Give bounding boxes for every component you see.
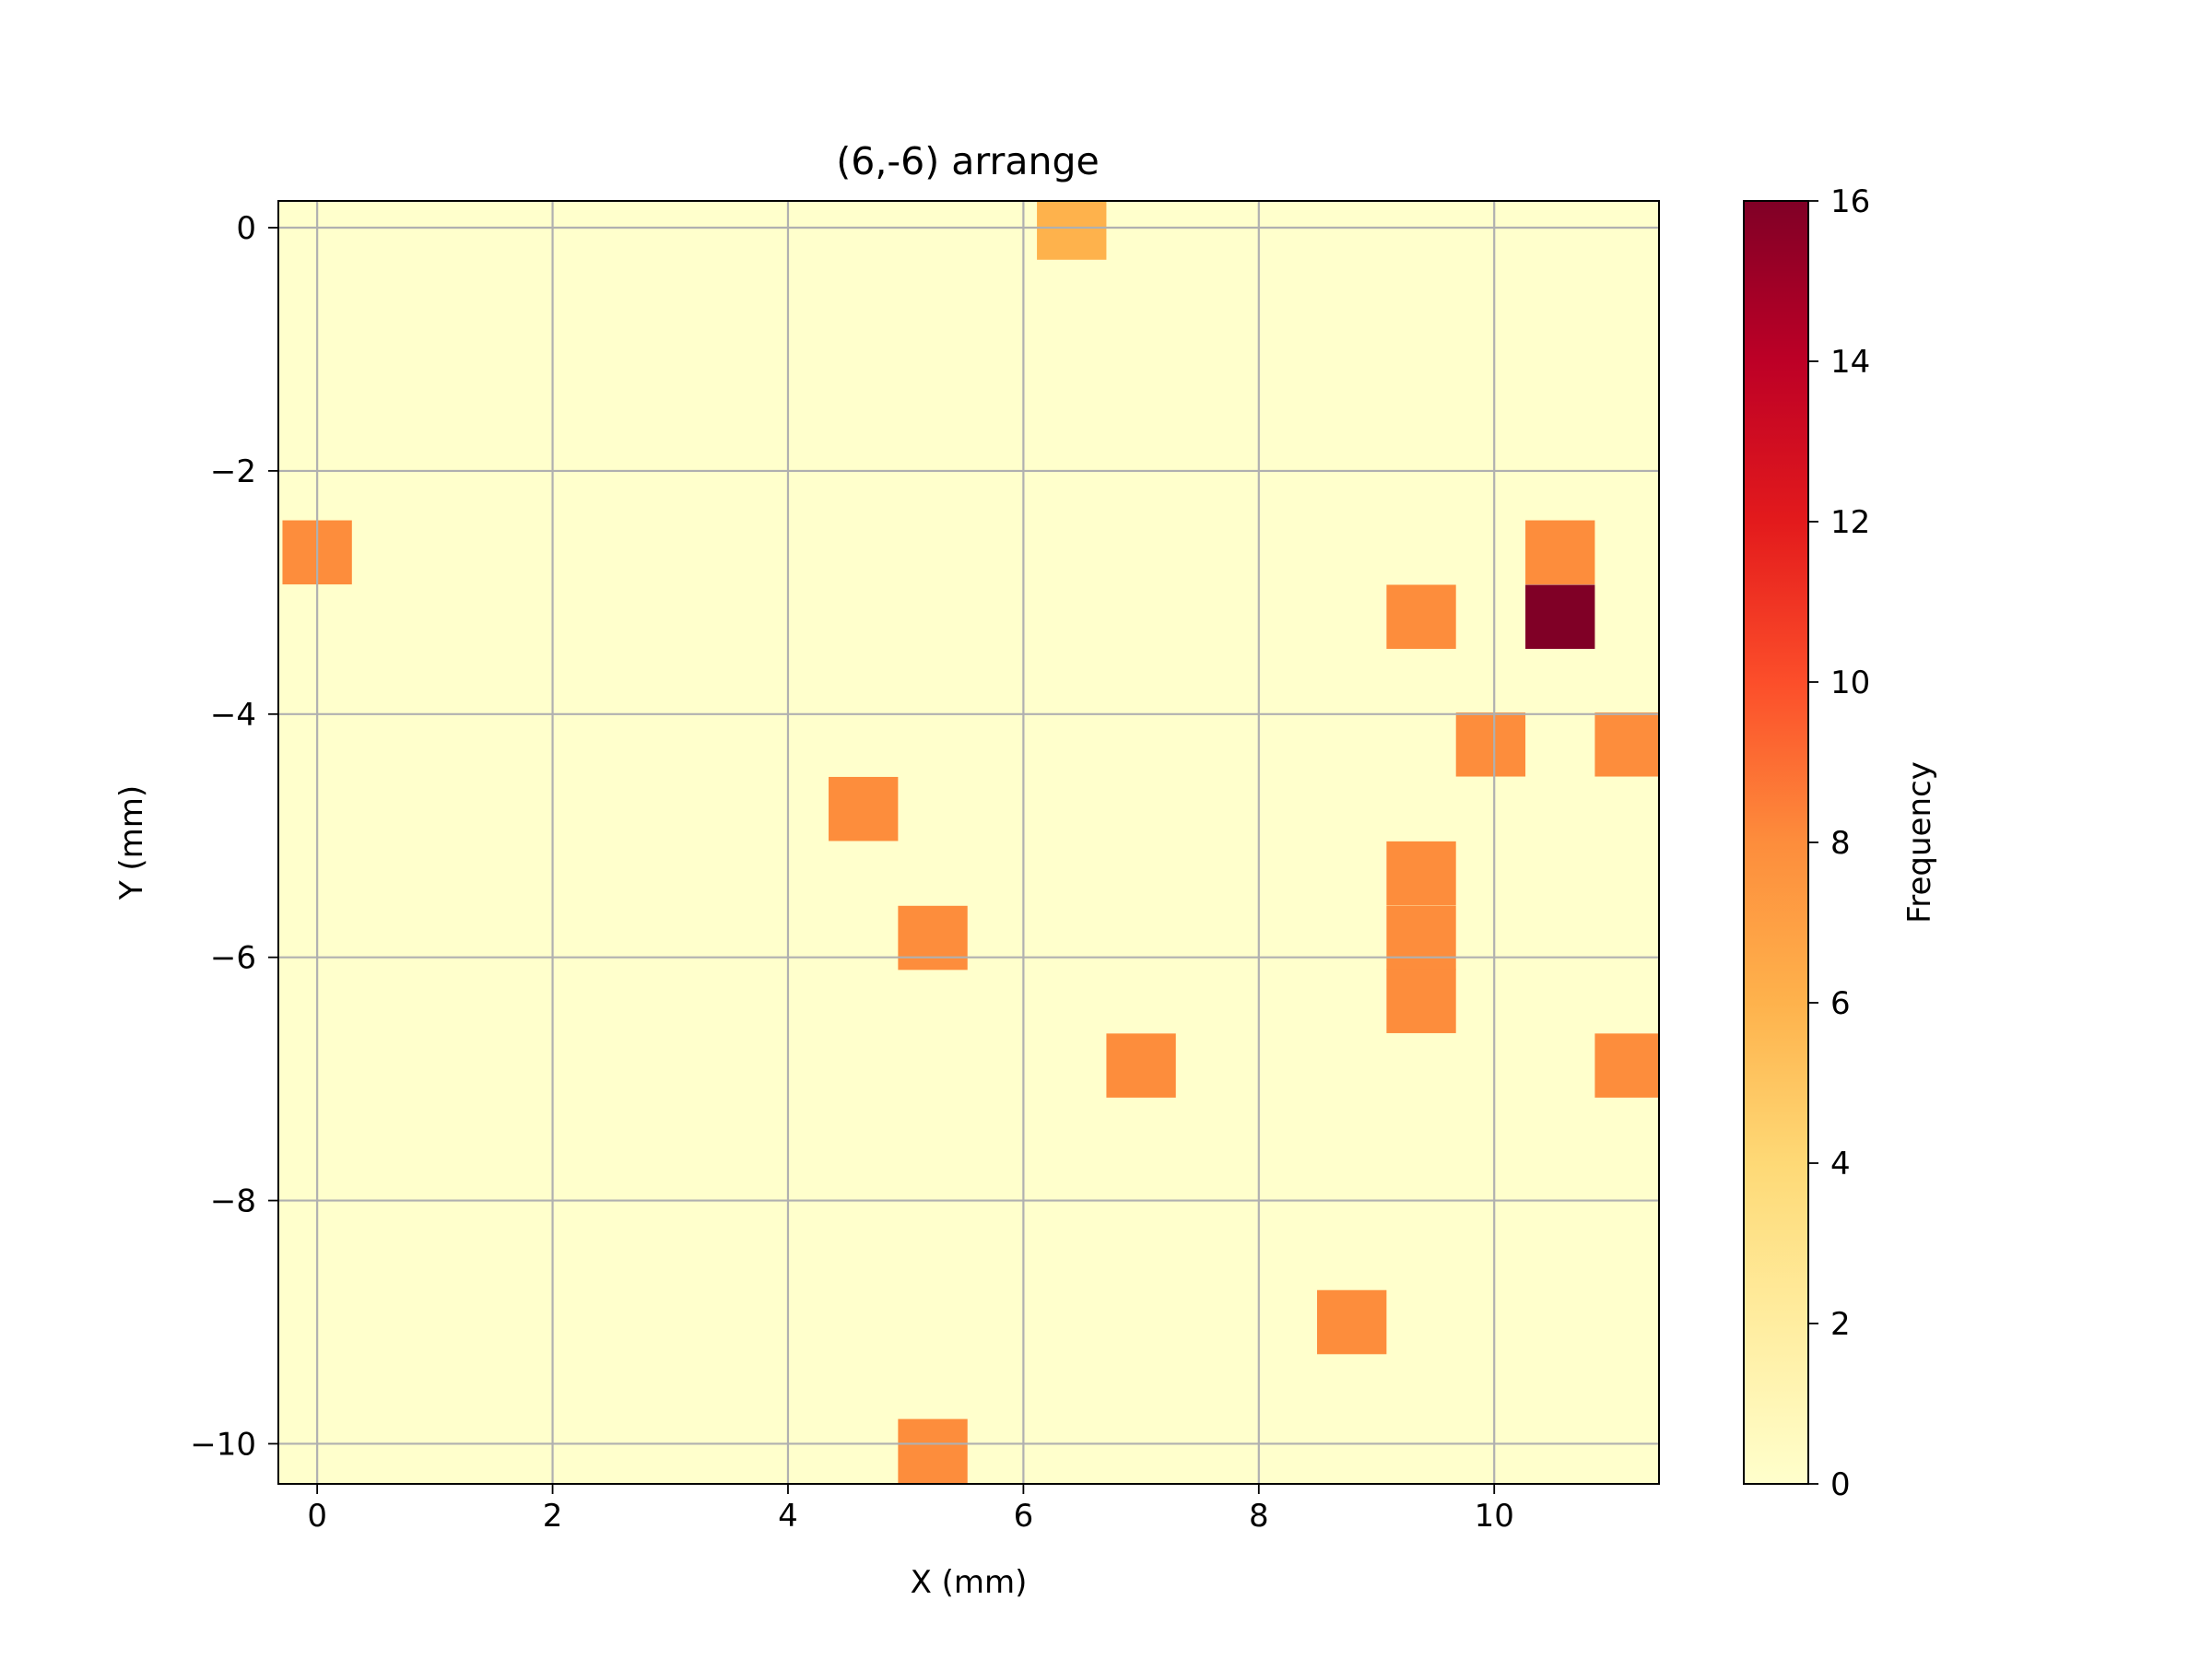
- heatmap-cell-3: [1386, 584, 1456, 650]
- plot-frame: [277, 200, 1660, 1485]
- x-axis-label: X (mm): [911, 1564, 1028, 1601]
- colorbar-gradient: [1744, 201, 1808, 1484]
- y-tick-label-1: −2: [210, 453, 256, 490]
- colorbar-tick-label-2: 4: [1830, 1146, 1851, 1182]
- colorbar-tick-label-7: 14: [1830, 344, 1870, 381]
- x-tick-label-4: 8: [1249, 1498, 1269, 1535]
- heatmap-cell-14: [1317, 1289, 1387, 1355]
- colorbar-tick-label-1: 2: [1830, 1306, 1851, 1343]
- heatmap-cell-13: [1594, 1033, 1659, 1098]
- x-tick-label-0: 0: [307, 1498, 327, 1535]
- y-tick-label-2: −4: [210, 697, 256, 734]
- y-axis-label: Y (mm): [113, 785, 150, 900]
- heatmap-cell-5: [1455, 712, 1526, 777]
- heatmap-cell-8: [1386, 841, 1456, 906]
- x-tick-label-3: 6: [1014, 1498, 1034, 1535]
- colorbar-tick-label-8: 16: [1830, 183, 1870, 220]
- heatmap-cell-0: [1037, 201, 1107, 260]
- heatmap-cell-15: [898, 1418, 968, 1484]
- heatmap-cell-2: [1525, 520, 1595, 585]
- x-axis: 0 2 4 6 8 10: [307, 1484, 1514, 1535]
- heatmap-cells: [282, 201, 1659, 1484]
- x-tick-label-2: 4: [778, 1498, 798, 1535]
- y-tick-label-5: −10: [190, 1426, 256, 1463]
- chart-title: (6,-6) arrange: [836, 139, 1100, 183]
- colorbar-ticks: 0 2 4 6 8 10 12 14 16: [1808, 183, 1870, 1503]
- colorbar-tick-label-3: 6: [1830, 985, 1851, 1022]
- x-tick-label-1: 2: [543, 1498, 563, 1535]
- y-tick-label-3: −6: [210, 940, 256, 977]
- grid-lines: [278, 201, 1659, 1484]
- colorbar: 0 2 4 6 8 10 12 14 16: [1743, 183, 1870, 1503]
- colorbar-tick-label-6: 12: [1830, 504, 1870, 541]
- colorbar-tick-label-5: 10: [1830, 665, 1870, 701]
- plot-area: [277, 200, 1660, 1485]
- y-tick-label-0: 0: [236, 210, 256, 247]
- y-tick-label-4: −8: [210, 1183, 256, 1220]
- heatmap-cell-6: [1594, 712, 1659, 777]
- y-axis: 0 −2 −4 −6 −8 −10: [190, 210, 278, 1463]
- heatmap-cell-4: [1525, 584, 1595, 650]
- colorbar-tick-label-0: 0: [1830, 1466, 1851, 1503]
- x-tick-label-5: 10: [1475, 1498, 1514, 1535]
- colorbar-label: Frequency: [1901, 761, 1938, 924]
- heatmap-cell-12: [1106, 1033, 1176, 1098]
- heatmap-cell-9: [898, 905, 968, 971]
- heatmap-cell-11: [1386, 969, 1456, 1033]
- heatmap-cell-10: [1386, 905, 1456, 971]
- colorbar-tick-label-4: 8: [1830, 825, 1851, 862]
- heatmap-cell-7: [829, 776, 899, 841]
